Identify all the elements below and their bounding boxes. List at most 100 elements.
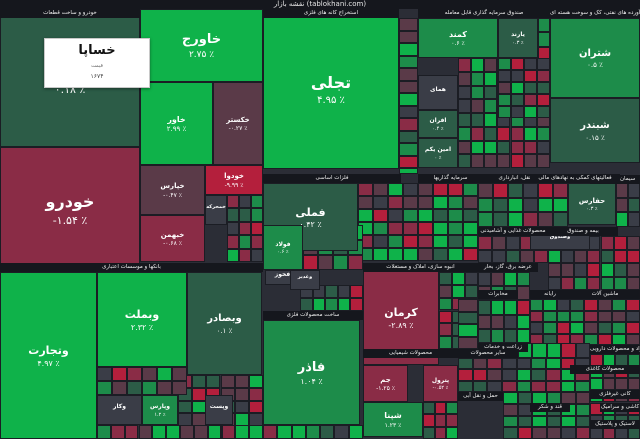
market-tile-small[interactable]: [337, 285, 351, 298]
market-tile-small[interactable]: [613, 236, 627, 250]
market-tile-small[interactable]: [575, 403, 590, 416]
market-tile-small[interactable]: [251, 235, 263, 249]
market-tile[interactable]: پترول -۰.۵۲ ٪: [423, 365, 458, 402]
market-tile-small[interactable]: [399, 68, 418, 81]
market-tile-small[interactable]: [399, 130, 418, 143]
market-tile-small[interactable]: [546, 358, 561, 370]
market-tile-small[interactable]: [504, 272, 517, 287]
market-tile-small[interactable]: [511, 58, 524, 70]
market-tile-small[interactable]: [458, 140, 472, 155]
market-tile-small[interactable]: [484, 71, 498, 86]
market-tile-small[interactable]: [471, 126, 485, 141]
market-tile-small[interactable]: [560, 358, 576, 370]
market-tile-small[interactable]: [320, 425, 335, 439]
market-tile-small[interactable]: [239, 221, 251, 236]
market-tile-small[interactable]: [358, 196, 373, 209]
market-tile-small[interactable]: [448, 222, 463, 235]
market-tile-small[interactable]: [516, 380, 532, 392]
market-tile-small[interactable]: [587, 263, 601, 277]
market-tile-small[interactable]: [325, 298, 338, 311]
market-tile-small[interactable]: [524, 106, 537, 118]
market-tile-small[interactable]: [626, 322, 640, 334]
market-tile-small[interactable]: [510, 140, 524, 155]
market-tile-small[interactable]: [403, 248, 418, 261]
market-tile-small[interactable]: [124, 425, 139, 439]
market-tile-small[interactable]: [497, 126, 511, 141]
market-tile-small[interactable]: [612, 322, 626, 334]
market-tile-small[interactable]: [506, 249, 520, 263]
market-tile-small[interactable]: [517, 328, 530, 343]
market-tile-small[interactable]: [511, 70, 524, 82]
market-tile[interactable]: خمحرکه: [205, 195, 227, 225]
market-tile-small[interactable]: [142, 381, 157, 395]
market-tile-small[interactable]: [504, 314, 517, 329]
market-tile-small[interactable]: [452, 272, 465, 285]
market-tile-small[interactable]: [358, 209, 373, 222]
market-tile-small[interactable]: [448, 209, 463, 222]
market-tile-small[interactable]: [492, 249, 506, 263]
market-tile-small[interactable]: [517, 314, 530, 329]
market-tile-small[interactable]: [530, 299, 544, 311]
market-tile-small[interactable]: [546, 415, 561, 428]
market-tile-small[interactable]: [234, 400, 249, 414]
market-tile-small[interactable]: [626, 276, 640, 290]
market-tile-small[interactable]: [574, 263, 588, 277]
market-tile-small[interactable]: [626, 249, 640, 263]
market-tile-small[interactable]: [511, 82, 524, 94]
market-tile-small[interactable]: [561, 263, 575, 277]
market-tile-small[interactable]: [628, 197, 640, 213]
market-tile-small[interactable]: [418, 235, 433, 248]
market-tile[interactable]: شتران ۰.۵ ٪: [550, 18, 640, 98]
market-tile-small[interactable]: [498, 94, 511, 106]
market-tile-small[interactable]: [478, 197, 493, 213]
market-tile[interactable]: خبهمن -۰.۶۸ ٪: [140, 215, 205, 262]
market-tile-small[interactable]: [458, 58, 472, 72]
market-tile-small[interactable]: [503, 392, 518, 404]
market-tile-small[interactable]: [600, 276, 614, 290]
market-tile-small[interactable]: [553, 212, 568, 227]
market-tile-small[interactable]: [598, 299, 612, 311]
market-tile-small[interactable]: [546, 427, 561, 439]
market-tile[interactable]: تجلی ۴.۹۵ ٪: [263, 9, 399, 169]
market-tile-small[interactable]: [142, 367, 157, 381]
market-tile[interactable]: وپارس ۱.۲ ٪: [142, 395, 178, 425]
market-tile-small[interactable]: [471, 113, 485, 127]
market-tile-small[interactable]: [523, 183, 538, 198]
market-tile-small[interactable]: [248, 387, 263, 401]
market-tile-small[interactable]: [574, 249, 588, 263]
market-tile-small[interactable]: [472, 380, 488, 392]
market-tile-small[interactable]: [465, 272, 478, 285]
market-tile-small[interactable]: [523, 140, 537, 155]
market-tile-small[interactable]: [399, 30, 418, 43]
market-tile-small[interactable]: [570, 322, 584, 334]
market-tile-small[interactable]: [484, 140, 498, 155]
market-tile-small[interactable]: [627, 378, 640, 391]
market-tile-small[interactable]: [463, 235, 478, 248]
market-tile-small[interactable]: [502, 369, 517, 381]
market-tile-small[interactable]: [616, 197, 628, 213]
market-tile-small[interactable]: [626, 236, 640, 250]
market-tile-small[interactable]: [478, 212, 493, 227]
market-tile-small[interactable]: [463, 183, 478, 196]
market-tile-small[interactable]: [239, 195, 251, 209]
market-tile-small[interactable]: [471, 71, 485, 86]
market-tile-small[interactable]: [502, 380, 517, 392]
market-tile-small[interactable]: [493, 212, 508, 227]
market-tile-small[interactable]: [239, 248, 251, 262]
market-tile-small[interactable]: [524, 58, 537, 70]
market-tile[interactable]: وپست: [205, 395, 233, 425]
market-tile-small[interactable]: [546, 343, 562, 358]
market-tile-small[interactable]: [373, 235, 388, 248]
market-tile-small[interactable]: [537, 70, 550, 82]
market-tile-small[interactable]: [570, 299, 584, 311]
market-tile-small[interactable]: [532, 415, 547, 428]
market-tile-small[interactable]: [612, 299, 626, 311]
market-tile-small[interactable]: [600, 249, 614, 263]
market-tile-small[interactable]: [532, 427, 547, 439]
market-tile-small[interactable]: [537, 82, 550, 94]
market-tile-small[interactable]: [439, 272, 452, 285]
market-tile-small[interactable]: [112, 381, 127, 395]
market-tile-small[interactable]: [534, 249, 548, 263]
market-tile-small[interactable]: [575, 392, 590, 404]
market-tile-small[interactable]: [491, 300, 504, 315]
